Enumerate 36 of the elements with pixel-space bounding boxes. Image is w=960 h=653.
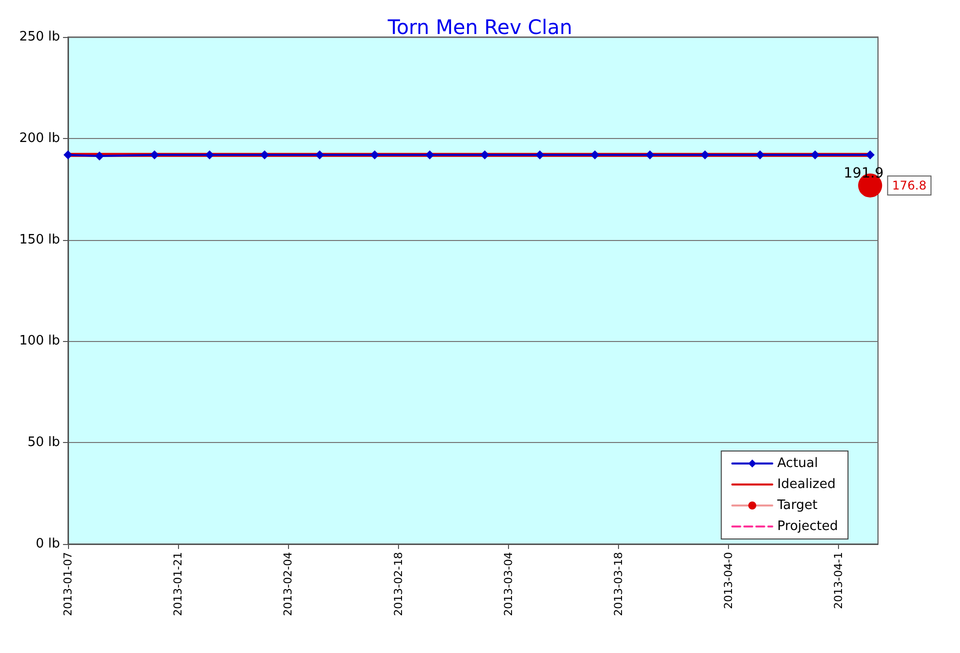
legend-label: Projected xyxy=(777,519,838,534)
x-tick-label: 2013-02-04 xyxy=(282,552,295,616)
point xyxy=(425,150,434,160)
point xyxy=(370,150,380,160)
y-tick-label: 150 lb xyxy=(19,232,60,248)
data-label: 176.8 xyxy=(892,178,926,192)
y-tick-label: 100 lb xyxy=(19,334,60,349)
point xyxy=(64,150,72,160)
legend-label: Target xyxy=(776,498,818,513)
x-tick-label: 2013-01-07 xyxy=(62,552,74,616)
x-tick-label: 2013-04-1 xyxy=(832,552,846,609)
point xyxy=(756,150,765,160)
x-tick-label: 2013-02-18 xyxy=(392,552,405,616)
y-tick-label: 0 lb xyxy=(36,536,60,552)
x-tick-label: 2013-01-21 xyxy=(172,552,185,616)
x-tick-label: 2013-03-18 xyxy=(612,552,625,616)
x-tick-label: 2013-03-04 xyxy=(502,552,515,616)
point xyxy=(315,150,324,160)
point xyxy=(480,150,490,160)
point xyxy=(700,150,710,160)
point xyxy=(150,150,160,160)
point xyxy=(866,150,875,160)
point xyxy=(810,150,820,160)
point xyxy=(94,152,104,161)
x-tick-label: 2013-04-0 xyxy=(722,552,736,609)
point xyxy=(535,150,544,160)
point xyxy=(590,150,600,160)
chart-title: Torn Men Rev Clan xyxy=(386,15,572,39)
point xyxy=(205,150,214,160)
y-tick-label: 250 lb xyxy=(19,30,60,44)
legend-label: Actual xyxy=(777,456,818,471)
point xyxy=(645,150,654,160)
point xyxy=(260,150,270,160)
y-tick-label: 50 lb xyxy=(27,435,60,450)
y-tick-label: 200 lb xyxy=(19,130,60,146)
legend-label: Idealized xyxy=(777,477,836,492)
